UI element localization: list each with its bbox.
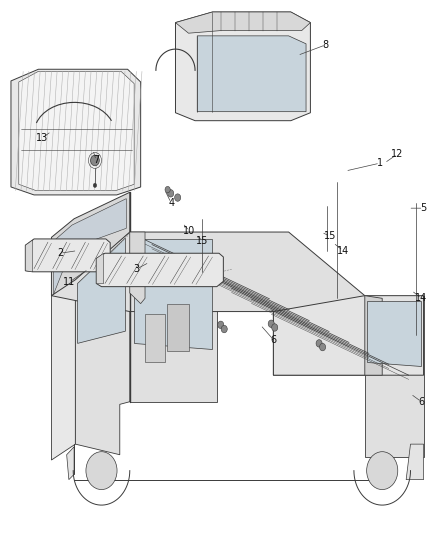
Circle shape xyxy=(268,320,274,327)
Circle shape xyxy=(165,187,170,193)
Circle shape xyxy=(221,325,227,333)
Circle shape xyxy=(93,183,97,188)
Text: 15: 15 xyxy=(196,236,208,246)
Text: 2: 2 xyxy=(57,248,63,259)
Polygon shape xyxy=(197,36,306,112)
Text: 5: 5 xyxy=(420,203,427,213)
Text: 4: 4 xyxy=(168,198,174,208)
Polygon shape xyxy=(25,240,33,272)
Text: 11: 11 xyxy=(63,277,75,287)
Text: 13: 13 xyxy=(36,133,48,143)
Polygon shape xyxy=(25,239,110,272)
Polygon shape xyxy=(67,447,74,480)
Polygon shape xyxy=(145,314,165,362)
Polygon shape xyxy=(273,296,424,375)
Circle shape xyxy=(272,324,278,331)
Text: 7: 7 xyxy=(93,156,99,165)
Polygon shape xyxy=(365,296,424,457)
Circle shape xyxy=(91,155,99,166)
Polygon shape xyxy=(78,238,125,343)
Text: 15: 15 xyxy=(324,231,336,241)
Text: 12: 12 xyxy=(391,149,404,159)
Circle shape xyxy=(175,194,181,201)
Text: 6: 6 xyxy=(418,397,424,407)
Polygon shape xyxy=(365,296,382,375)
Polygon shape xyxy=(11,69,141,195)
Polygon shape xyxy=(53,199,126,294)
Polygon shape xyxy=(406,444,424,480)
Polygon shape xyxy=(75,232,130,455)
Polygon shape xyxy=(176,12,311,120)
Polygon shape xyxy=(51,280,75,460)
Polygon shape xyxy=(130,232,145,304)
Polygon shape xyxy=(96,253,104,284)
Text: 3: 3 xyxy=(133,264,139,274)
Text: 14: 14 xyxy=(337,246,349,256)
Polygon shape xyxy=(134,239,212,349)
Text: 1: 1 xyxy=(377,158,383,168)
Polygon shape xyxy=(19,71,134,191)
Text: 10: 10 xyxy=(183,226,195,236)
Polygon shape xyxy=(176,12,311,33)
Circle shape xyxy=(320,343,325,351)
Polygon shape xyxy=(51,232,365,375)
Polygon shape xyxy=(167,304,188,351)
Circle shape xyxy=(367,451,398,490)
Circle shape xyxy=(316,340,322,347)
Circle shape xyxy=(86,451,117,490)
Text: 14: 14 xyxy=(415,293,427,303)
Polygon shape xyxy=(130,232,217,402)
Polygon shape xyxy=(96,253,223,287)
Polygon shape xyxy=(51,192,130,296)
Circle shape xyxy=(218,321,224,328)
Polygon shape xyxy=(367,301,421,366)
Circle shape xyxy=(168,190,174,197)
Text: 6: 6 xyxy=(270,335,276,345)
Text: 8: 8 xyxy=(322,40,328,50)
